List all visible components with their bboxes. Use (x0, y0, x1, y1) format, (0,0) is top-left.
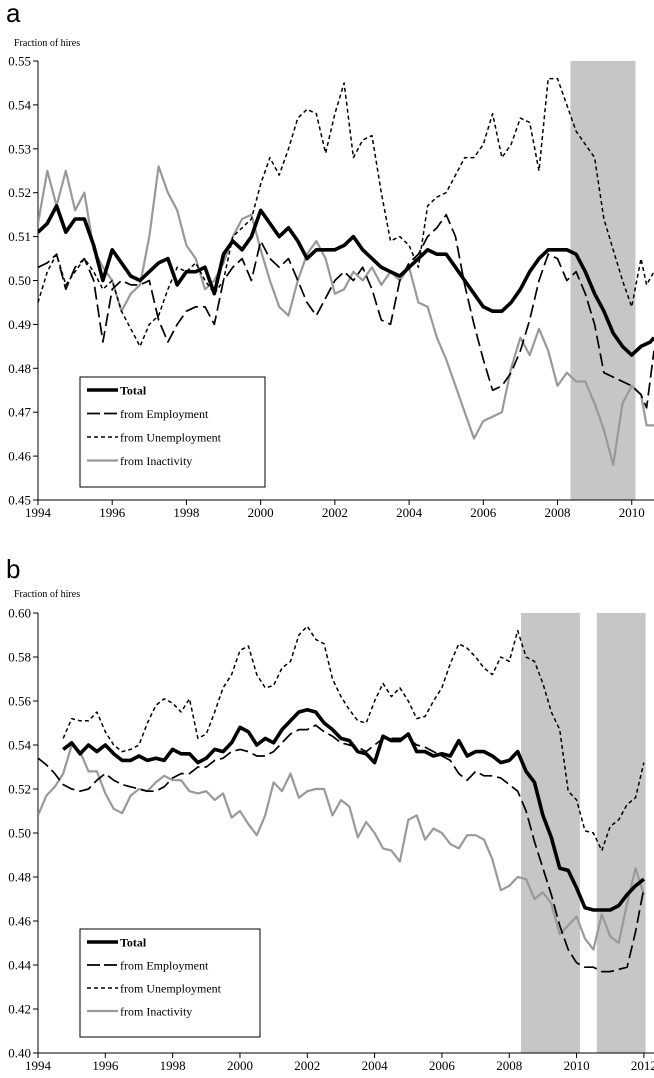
x-tick-label: 2002 (322, 505, 348, 520)
x-tick-label: 2008 (545, 505, 571, 520)
y-axis-title: Fraction of hires (14, 589, 80, 600)
x-tick-label: 2002 (294, 1058, 320, 1073)
y-tick-label: 0.50 (8, 826, 31, 841)
y-tick-label: 0.51 (8, 229, 31, 244)
legend-box (79, 376, 266, 488)
y-tick-label: 0.46 (8, 914, 31, 929)
y-tick-label: 0.60 (8, 606, 31, 621)
x-tick-label: 2006 (470, 505, 497, 520)
series-line-total (62, 708, 646, 912)
x-tick-label: 2004 (396, 505, 423, 520)
panel-letter: b (6, 554, 20, 584)
series-line-employment (38, 213, 654, 409)
y-tick-label: 0.47 (8, 405, 31, 420)
y-tick-label: 0.54 (8, 738, 31, 753)
legend-label-inactivity: from Inactivity (120, 1004, 192, 1018)
panel-letter: a (6, 0, 21, 28)
y-tick-label: 0.40 (8, 1046, 31, 1061)
x-tick-label: 2006 (429, 1058, 456, 1073)
legend-label-total: Total (120, 383, 147, 397)
x-tick-label: 1998 (160, 1058, 186, 1073)
legend-label-unemployment: from Unemployment (120, 430, 222, 444)
y-tick-label: 0.56 (8, 694, 31, 709)
y-tick-label: 0.52 (8, 185, 31, 200)
x-tick-label: 2010 (619, 505, 645, 520)
series-line-inactivity (38, 743, 645, 951)
legend-label-inactivity: from Inactivity (120, 454, 192, 468)
chart-panel-b: b Fraction of hires 0.40 0.42 0.44 0.46 0.48 0.… (6, 554, 654, 1073)
x-tick-label: 2000 (248, 505, 274, 520)
y-axis-title: Fraction of hires (14, 38, 80, 49)
y-tick-label: 0.45 (8, 493, 31, 508)
x-tick-label: 1998 (173, 505, 199, 520)
x-tick-label: 2004 (362, 1058, 389, 1073)
legend-label-total: Total (120, 935, 147, 949)
legend-box (79, 928, 261, 1038)
y-tick-label: 0.46 (8, 449, 31, 464)
x-tick-label: 1994 (25, 1058, 52, 1073)
series-line-unemployment (38, 77, 654, 348)
series-line-total (38, 204, 654, 357)
y-tick-label: 0.55 (8, 54, 31, 69)
legend: Total from Employment from Unemployment fro… (79, 376, 266, 488)
x-tick-label: 2008 (496, 1058, 522, 1073)
x-tick-label: 1996 (99, 505, 126, 520)
y-tick-label: 0.49 (8, 317, 31, 332)
y-tick-label: 0.58 (8, 650, 31, 665)
legend-label-employment: from Employment (120, 407, 209, 421)
y-tick-label: 0.44 (8, 958, 31, 973)
x-tick-label: 1996 (92, 1058, 119, 1073)
legend-label-employment: from Employment (120, 958, 209, 972)
recession-band (596, 613, 646, 1053)
y-tick-label: 0.48 (8, 361, 31, 376)
y-tick-label: 0.48 (8, 870, 31, 885)
y-tick-label: 0.53 (8, 141, 31, 156)
legend-label-unemployment: from Unemployment (120, 981, 222, 995)
x-tick-label: 2000 (227, 1058, 253, 1073)
y-tick-label: 0.42 (8, 1002, 31, 1017)
recession-band (570, 61, 636, 500)
y-tick-label: 0.50 (8, 273, 31, 288)
y-tick-label: 0.54 (8, 97, 31, 112)
chart-panel-a: a Fraction of hires 0.45 0.46 0.47 0.48 0.49 0.… (6, 0, 654, 520)
x-tick-label: 2010 (564, 1058, 590, 1073)
x-tick-label: 1994 (25, 505, 52, 520)
y-tick-label: 0.52 (8, 782, 31, 797)
legend: Total from Employment from Unemployment fro… (79, 928, 261, 1038)
x-tick-label: 2012 (631, 1058, 654, 1073)
